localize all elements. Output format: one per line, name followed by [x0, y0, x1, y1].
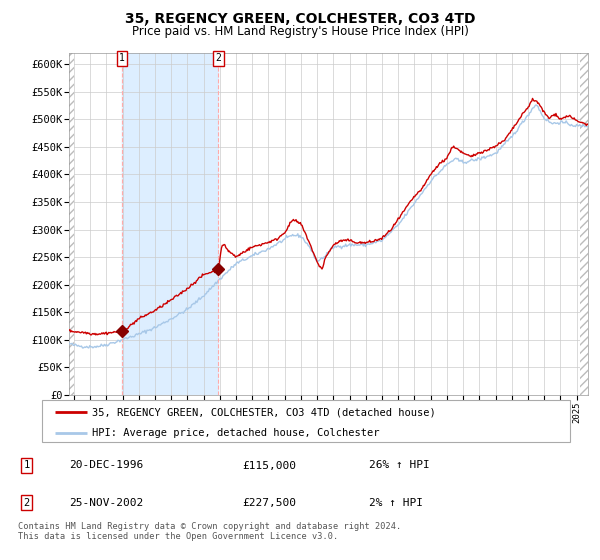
- Text: 1: 1: [119, 53, 125, 63]
- Text: 2: 2: [215, 53, 221, 63]
- Text: 35, REGENCY GREEN, COLCHESTER, CO3 4TD (detached house): 35, REGENCY GREEN, COLCHESTER, CO3 4TD (…: [92, 407, 436, 417]
- Text: Contains HM Land Registry data © Crown copyright and database right 2024.
This d: Contains HM Land Registry data © Crown c…: [18, 522, 401, 542]
- Text: Price paid vs. HM Land Registry's House Price Index (HPI): Price paid vs. HM Land Registry's House …: [131, 25, 469, 38]
- Text: 2% ↑ HPI: 2% ↑ HPI: [369, 498, 423, 507]
- Text: HPI: Average price, detached house, Colchester: HPI: Average price, detached house, Colc…: [92, 428, 380, 438]
- Text: 1: 1: [23, 460, 29, 470]
- Text: 25-NOV-2002: 25-NOV-2002: [70, 498, 144, 507]
- Text: £227,500: £227,500: [242, 498, 296, 507]
- Bar: [122, 53, 218, 395]
- Text: 26% ↑ HPI: 26% ↑ HPI: [369, 460, 430, 470]
- Text: 20-DEC-1996: 20-DEC-1996: [70, 460, 144, 470]
- Text: 2: 2: [23, 498, 29, 507]
- Text: £115,000: £115,000: [242, 460, 296, 470]
- FancyBboxPatch shape: [42, 400, 570, 442]
- Text: 35, REGENCY GREEN, COLCHESTER, CO3 4TD: 35, REGENCY GREEN, COLCHESTER, CO3 4TD: [125, 12, 475, 26]
